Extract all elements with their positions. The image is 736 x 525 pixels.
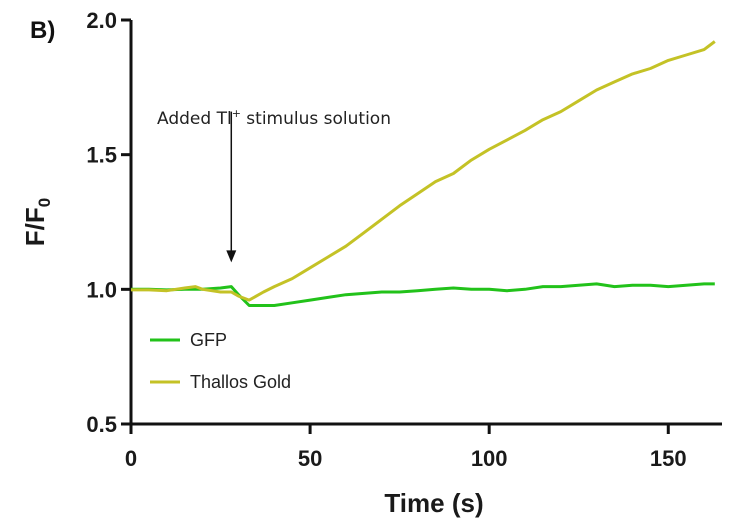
x-ticks: 0 50 100 150 (125, 424, 687, 471)
y-tick-label: 1.5 (86, 143, 117, 168)
legend-label-gfp: GFP (190, 330, 227, 350)
y-tick-label: 2.0 (86, 8, 117, 33)
annotation-arrow (226, 111, 237, 263)
y-tick-label: 0.5 (86, 412, 117, 437)
arrow-head (226, 250, 237, 263)
x-tick-label: 0 (125, 446, 137, 471)
series-line-thallos-gold (131, 40, 716, 302)
y-axis-title-main: F/F (20, 207, 50, 246)
x-tick-label: 50 (298, 446, 322, 471)
legend: GFP Thallos Gold (150, 330, 291, 392)
annotation-text: Added Tl+ stimulus solution (157, 107, 391, 129)
series-layer (131, 40, 716, 307)
series-line-gfp (131, 282, 715, 307)
x-tick-label: 100 (471, 446, 508, 471)
x-axis-title: Time (s) (384, 488, 483, 518)
y-tick-label: 1.0 (86, 277, 117, 302)
panel-label: B) (30, 17, 55, 44)
y-ticks: 0.5 1.0 1.5 2.0 (86, 8, 131, 437)
y-axis-title-subscript: 0 (35, 198, 54, 207)
y-axis-title: F/F0 (20, 198, 54, 246)
legend-label-thallos-gold: Thallos Gold (190, 372, 291, 392)
x-tick-label: 150 (650, 446, 687, 471)
